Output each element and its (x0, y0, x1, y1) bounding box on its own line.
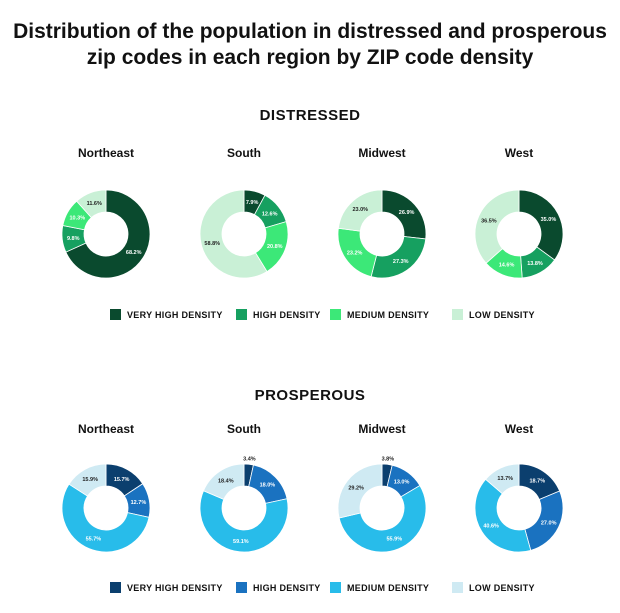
distressed-midwest-slice-label-3: 23.2% (347, 250, 363, 256)
distressed-section-title: DISTRESSED (260, 107, 361, 124)
prosperous-west-slice-label-1: 18.7% (529, 479, 545, 485)
distressed-legend-label-2: HIGH DENSITY (253, 310, 321, 320)
prosperous-south-slice-label-2: 18.0% (260, 483, 276, 489)
distressed-midwest-donut: Midwest 26.9% 27.3% 23.2% 23.0% (337, 146, 427, 279)
distressed-west-slice-4 (474, 189, 520, 264)
prosperous-legend-swatch-3 (330, 582, 341, 593)
prosperous-south-slice-4 (202, 463, 245, 500)
distressed-midwest-slice-4 (337, 189, 383, 232)
distressed-south-region-label: South (227, 146, 261, 160)
prosperous-south-slice-label-4: 18.4% (218, 478, 234, 484)
prosperous-northeast-donut: Northeast 15.7% 12.7% 55.7% 15.9% (61, 422, 151, 553)
prosperous-legend-label-2: HIGH DENSITY (253, 583, 321, 593)
prosperous-northeast-slice-label-4: 15.9% (82, 477, 98, 483)
distressed-section: DISTRESSED Northeast 68.2% 9.8% 10.3% 11.6% So… (61, 107, 564, 320)
prosperous-northeast-slice-label-1: 15.7% (114, 477, 130, 483)
distressed-northeast-slice-label-4: 11.6% (87, 201, 102, 207)
distressed-northeast-slice-label-1: 68.2% (126, 250, 142, 256)
distressed-northeast-region-label: Northeast (78, 146, 134, 160)
prosperous-legend-swatch-2 (236, 582, 247, 593)
prosperous-west-region-label: West (505, 422, 533, 436)
distressed-south-slice-label-4: 58.8% (204, 241, 220, 247)
distressed-west-donut: West 35.0% 13.8% 14.6% 36.5% (474, 146, 564, 279)
distressed-legend-label-3: MEDIUM DENSITY (347, 310, 429, 320)
prosperous-midwest-slice-4 (337, 463, 383, 519)
distressed-midwest-region-label: Midwest (358, 146, 405, 160)
distressed-legend-swatch-3 (330, 309, 341, 320)
distressed-west-region-label: West (505, 146, 533, 160)
distressed-midwest-slice-label-1: 26.9% (399, 210, 415, 216)
prosperous-legend-label-3: MEDIUM DENSITY (347, 583, 429, 593)
distressed-northeast-donut: Northeast 68.2% 9.8% 10.3% 11.6% (61, 146, 151, 279)
prosperous-south-slice-3 (199, 490, 289, 553)
distressed-south-donut: South 7.9%12.6% 20.8% 58.8% (199, 146, 289, 279)
prosperous-south-donut: South 3.4% 18.0% 59.1% 18.4% (199, 422, 289, 553)
distressed-south-slice-label-1: 7.9% (246, 200, 259, 206)
prosperous-section-title: PROSPEROUS (255, 387, 366, 404)
distressed-south-slice-4 (199, 189, 268, 279)
distressed-midwest-slice-label-4: 23.0% (352, 207, 368, 213)
prosperous-midwest-slice-3 (338, 485, 427, 553)
prosperous-northeast-slice-label-3: 55.7% (86, 536, 102, 542)
distressed-south-slice-label-2: 12.6% (262, 211, 278, 217)
distressed-legend-swatch-1 (110, 309, 121, 320)
distressed-west-slice-label-2: 13.8% (527, 261, 543, 267)
prosperous-midwest-region-label: Midwest (358, 422, 405, 436)
prosperous-legend-swatch-4 (452, 582, 463, 593)
distressed-legend-label-4: LOW DENSITY (469, 310, 535, 320)
distressed-west-slice-label-4: 36.5% (481, 218, 497, 224)
distressed-northeast-slice-label-2: 9.8% (67, 236, 80, 242)
prosperous-west-slice-label-3: 40.6% (483, 524, 499, 530)
distressed-west-slice-label-3: 14.6% (499, 263, 515, 269)
prosperous-west-slice-label-4: 13.7% (497, 476, 513, 482)
chart-title-line-2: zip codes in each region by ZIP code den… (87, 46, 534, 69)
distressed-west-slice-1 (518, 189, 564, 261)
prosperous-south-slice-label-1: 3.4% (243, 456, 256, 462)
distressed-west-slice-label-1: 35.0% (541, 217, 557, 223)
distressed-northeast-slice-4 (76, 189, 107, 219)
prosperous-northeast-slice-label-2: 12.7% (131, 500, 147, 506)
distressed-legend: VERY HIGH DENSITY HIGH DENSITY MEDIUM DENS… (110, 309, 535, 320)
distressed-midwest-slice-label-2: 27.3% (393, 259, 409, 265)
prosperous-south-region-label: South (227, 422, 261, 436)
prosperous-west-slice-4 (485, 463, 520, 495)
prosperous-midwest-donut: Midwest 3.8% 13.0% 55.9% 29.2% (337, 422, 427, 553)
prosperous-legend-label-4: LOW DENSITY (469, 583, 535, 593)
prosperous-west-slice-label-2: 27.0% (541, 520, 557, 526)
prosperous-south-slice-label-3: 59.1% (233, 539, 249, 545)
distressed-legend-label-1: VERY HIGH DENSITY (127, 310, 223, 320)
chart-title-line-1: Distribution of the population in distre… (13, 20, 607, 43)
prosperous-northeast-slice-4 (68, 463, 107, 497)
prosperous-section: PROSPEROUS Northeast 15.7% 12.7% 55.7% 15.9% S… (61, 387, 564, 593)
distressed-legend-swatch-2 (236, 309, 247, 320)
prosperous-midwest-slice-label-3: 55.9% (387, 537, 403, 543)
prosperous-legend: VERY HIGH DENSITY HIGH DENSITY MEDIUM DENS… (110, 582, 535, 593)
distressed-legend-swatch-4 (452, 309, 463, 320)
prosperous-northeast-region-label: Northeast (78, 422, 134, 436)
prosperous-northeast-slice-3 (61, 483, 150, 553)
prosperous-legend-swatch-1 (110, 582, 121, 593)
distressed-northeast-slice-label-3: 10.3% (70, 216, 86, 222)
prosperous-west-donut: West 18.7% 27.0% 40.6% 13.7% (474, 422, 564, 553)
prosperous-legend-label-1: VERY HIGH DENSITY (127, 583, 223, 593)
prosperous-midwest-slice-label-2: 13.0% (394, 479, 410, 485)
prosperous-midwest-slice-label-1: 3.8% (382, 456, 395, 462)
prosperous-midwest-slice-label-4: 29.2% (348, 485, 364, 491)
prosperous-west-slice-3 (474, 478, 532, 553)
distressed-south-slice-label-3: 20.8% (267, 244, 283, 250)
distressed-northeast-slice-1 (65, 189, 151, 279)
